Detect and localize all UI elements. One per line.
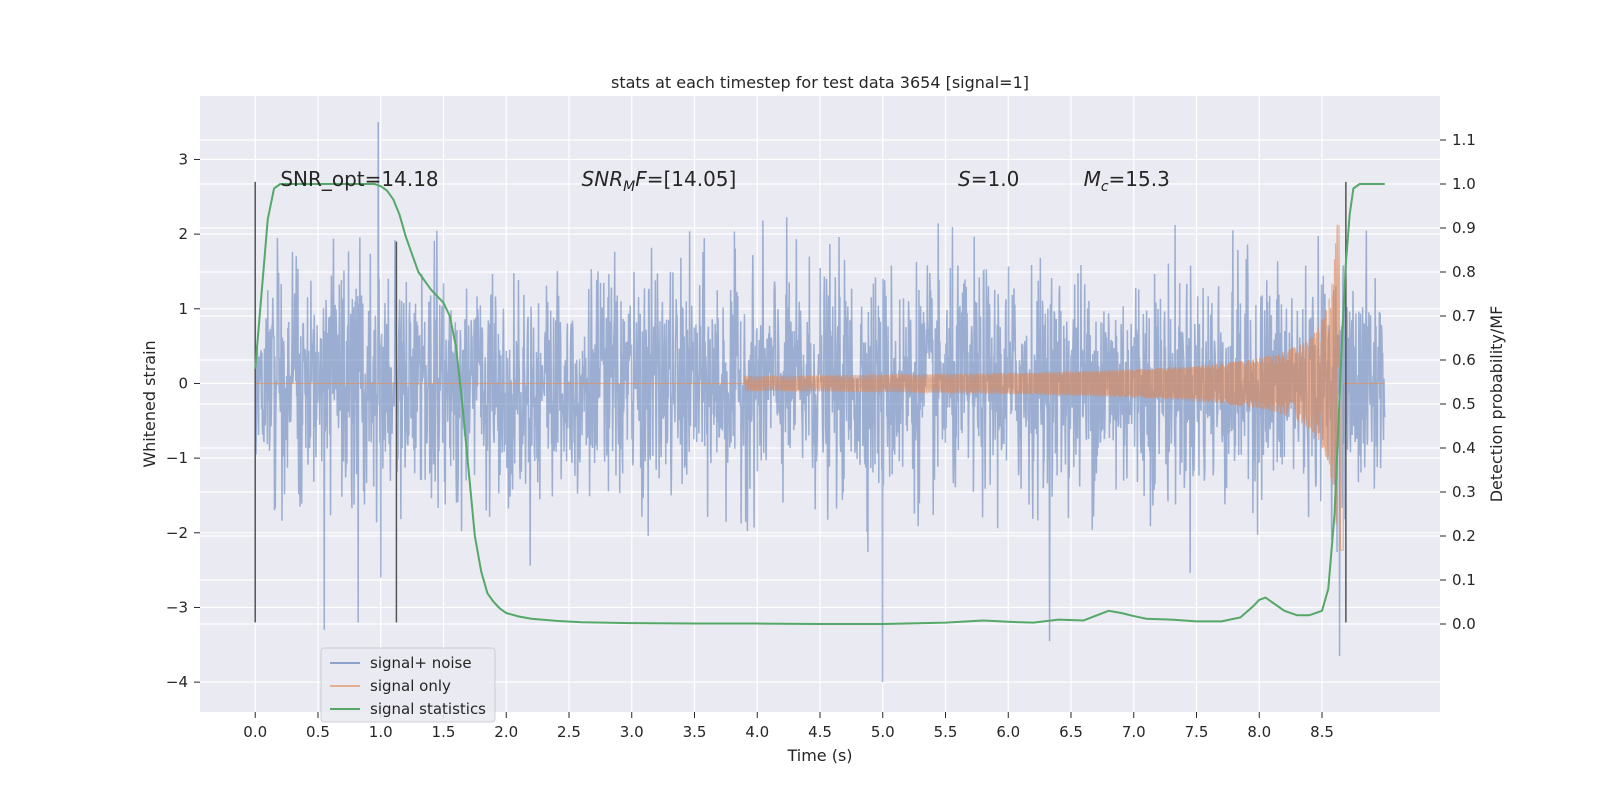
x-tick-label-13: 6.5 (1059, 723, 1083, 741)
y-left-tick-label-7: 3 (178, 150, 188, 168)
x-tick-label-3: 1.5 (432, 723, 456, 741)
y-left-tick-label-5: 1 (178, 300, 188, 318)
legend-label-signal-only: signal only (370, 677, 451, 695)
annotation-1: SNRMF=[14.05] (582, 167, 737, 195)
x-tick-label-2: 1.0 (369, 723, 393, 741)
y-left-tick-label-6: 2 (178, 225, 188, 243)
annotation-3: Mc=15.3 (1084, 167, 1170, 195)
y-right-tick-label-9: 0.9 (1452, 219, 1476, 237)
x-tick-label-16: 8.0 (1247, 723, 1271, 741)
series-signal-only (255, 224, 1385, 551)
y-left-tick-label-0: −4 (166, 673, 188, 691)
y-right-tick-label-5: 0.5 (1452, 395, 1476, 413)
legend-box (320, 647, 496, 723)
annotation-2: S=1.0 (958, 167, 1019, 191)
y-left-tick-label-4: 0 (178, 374, 188, 392)
y-left-tick-label-1: −3 (166, 598, 188, 616)
x-tick-label-11: 5.5 (934, 723, 958, 741)
y-left-tick-label-2: −2 (166, 524, 188, 542)
y-right-tick-label-1: 0.1 (1452, 571, 1476, 589)
signal-only-line (255, 224, 1385, 551)
x-axis-label: Time (s) (786, 746, 852, 765)
x-tick-label-6: 3.0 (620, 723, 644, 741)
x-tick-label-12: 6.0 (996, 723, 1020, 741)
x-tick-label-0: 0.0 (243, 723, 267, 741)
y-right-tick-label-2: 0.2 (1452, 527, 1476, 545)
x-tick-label-9: 4.5 (808, 723, 832, 741)
x-tick-label-15: 7.5 (1185, 723, 1209, 741)
x-tick-label-5: 2.5 (557, 723, 581, 741)
x-tick-label-4: 2.0 (494, 723, 518, 741)
legend-label-signal-noise: signal+ noise (370, 654, 472, 672)
y-left-tick-label-3: −1 (166, 449, 188, 467)
x-tick-label-10: 5.0 (871, 723, 895, 741)
x-tick-label-7: 3.5 (683, 723, 707, 741)
y-left-axis-ticks: −4 −3 −2 −1 0 1 2 3 (166, 150, 200, 691)
y-right-tick-label-8: 0.8 (1452, 263, 1476, 281)
annotation-0: SNR_opt=14.18 (280, 167, 438, 191)
x-tick-label-1: 0.5 (306, 723, 330, 741)
y-right-tick-label-10: 1.0 (1452, 175, 1476, 193)
signal-statistics-line (254, 183, 1385, 625)
chart-title: stats at each timestep for test data 365… (611, 73, 1029, 92)
legend-label-signal-statistics: signal statistics (370, 700, 486, 718)
legend: signal+ noise signal only signal statist… (320, 647, 496, 723)
y-right-tick-label-4: 0.4 (1452, 439, 1476, 457)
annotations: SNR_opt=14.18 SNRMF=[14.05] S=1.0 Mc=15.3 (280, 167, 1170, 195)
series-signal-statistics (254, 183, 1385, 625)
x-tick-label-8: 4.0 (745, 723, 769, 741)
y-right-tick-label-7: 0.7 (1452, 307, 1476, 325)
x-tick-label-17: 8.5 (1310, 723, 1334, 741)
x-axis-ticks: 0.0 0.5 1.0 1.5 2.0 2.5 3.0 3.5 4.0 4.5 5.0 5.5 6.0 6… (243, 712, 1334, 741)
y-right-tick-label-6: 0.6 (1452, 351, 1476, 369)
y-right-tick-label-0: 0.0 (1452, 615, 1476, 633)
y-right-axis-ticks: 0.0 0.1 0.2 0.3 0.4 0.5 0.6 0.7 0.8 0.9 1.0 1.1 (1440, 131, 1476, 633)
y-left-axis-label: Whitened strain (140, 340, 159, 467)
y-right-tick-label-3: 0.3 (1452, 483, 1476, 501)
y-right-tick-label-11: 1.1 (1452, 131, 1476, 149)
x-tick-label-14: 7.0 (1122, 723, 1146, 741)
y-right-axis-label: Detection probability/MF (1487, 306, 1506, 503)
